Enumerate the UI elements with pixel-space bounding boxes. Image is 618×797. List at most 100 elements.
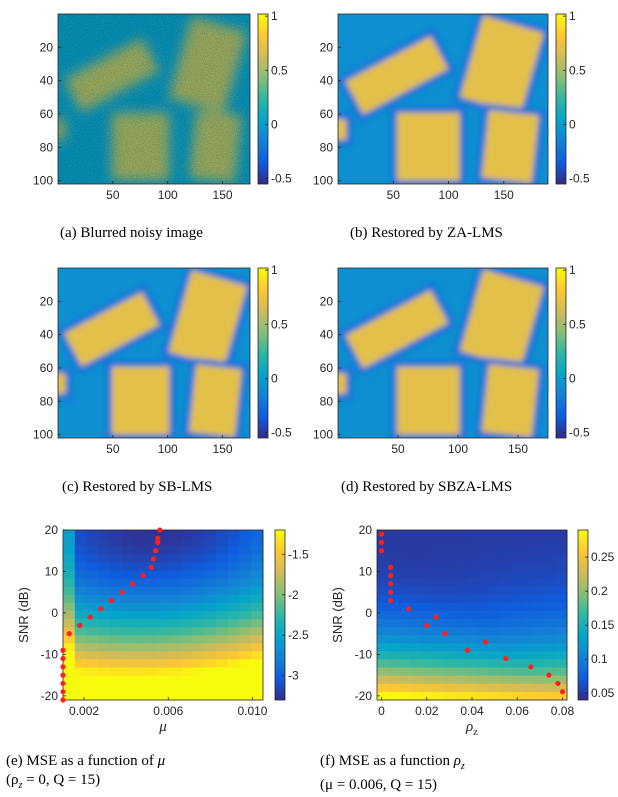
heatmap-cell (110, 570, 123, 580)
heatmap-cell (63, 667, 76, 677)
heatmap-cell (499, 635, 512, 644)
heatmap-cell (444, 675, 456, 685)
heatmap-cell (511, 594, 523, 604)
heatmap-panel-e: 20 10 0 -10 -20 0.002 0.006 0.010 SNR (dB) μ -1.5 -… (16, 523, 309, 735)
heatmap-cell (377, 562, 389, 571)
optimal-point (66, 631, 72, 637)
heatmap-cell (133, 659, 146, 669)
heatmap-cell (86, 651, 99, 661)
colorbar (555, 267, 567, 439)
heatmap-cell (204, 538, 217, 547)
heatmap-cell (251, 602, 264, 612)
heatmap-cell (251, 610, 264, 620)
heatmap-cell (227, 659, 240, 669)
heatmap-cell (239, 594, 252, 604)
heatmap-cell (192, 546, 205, 555)
y-tick-label: 80 (40, 140, 54, 154)
heatmap-cell (533, 562, 546, 571)
y-tick-label: 60 (40, 361, 54, 375)
heatmap-cell (410, 530, 423, 539)
heatmap-cell (511, 570, 523, 580)
optimal-point (387, 597, 394, 604)
heatmap-cell (251, 659, 264, 669)
colorbar-label: 0.5 (271, 317, 288, 331)
axes-frame (57, 267, 251, 439)
heatmap-cell (251, 691, 264, 701)
x-tick-label: 150 (213, 442, 233, 456)
y-tick-label: 40 (40, 328, 54, 342)
heatmap-cell (98, 667, 111, 677)
heatmap-cell (399, 619, 412, 628)
heatmap-cell (227, 570, 240, 580)
heatmap-cell (533, 586, 546, 596)
heatmap-cell (432, 594, 445, 604)
y-tick-label: 100 (33, 428, 53, 442)
colorbar-label: -0.5 (569, 172, 590, 186)
y-tick-label: 40 (320, 328, 334, 342)
heatmap-cell (215, 683, 229, 693)
heatmap-cell (399, 546, 412, 555)
heatmap-cell (133, 594, 146, 604)
heatmap-cell (488, 538, 501, 547)
heatmap-cell (455, 659, 467, 669)
heatmap-cell (455, 602, 467, 612)
heatmap-cell (110, 578, 123, 588)
heatmap-cell (432, 635, 445, 644)
heatmap-cell (522, 602, 534, 612)
image-blob (459, 15, 544, 115)
heatmap-cell (522, 546, 534, 555)
heatmap-cell (98, 659, 111, 669)
heatmap-cell (544, 610, 557, 620)
heatmap-cell (74, 610, 88, 620)
heatmap-cell (63, 570, 76, 580)
heatmap-cell (444, 619, 456, 628)
heatmap-cell (377, 683, 389, 693)
optimal-point (60, 664, 66, 670)
heatmap-cell (110, 643, 123, 652)
optimal-point (60, 689, 66, 695)
heatmap-cell (239, 610, 252, 620)
heatmap-cell (488, 554, 501, 563)
heatmap-cell (192, 675, 205, 685)
image-blob (63, 291, 160, 367)
heatmap-cell (157, 667, 170, 677)
heatmap-cell (410, 667, 423, 677)
heatmap-cell (421, 594, 434, 604)
optimal-point (155, 535, 161, 541)
heatmap-cell (533, 554, 546, 563)
heatmap-cell (239, 538, 252, 547)
heatmap-cell (455, 651, 467, 661)
heatmap-cell (544, 602, 557, 612)
heatmap-cell (121, 578, 135, 588)
optimal-point (433, 614, 439, 620)
heatmap-cell (499, 602, 512, 612)
heatmap-cell (432, 691, 445, 701)
heatmap-cell (86, 530, 99, 539)
heatmap-cell (74, 627, 88, 636)
heatmap-cell (499, 570, 512, 580)
heatmap-cell (145, 530, 158, 539)
colorbar (555, 13, 567, 185)
heatmap-cell (488, 562, 501, 571)
heatmap-cell (180, 530, 193, 539)
heatmap-cell (522, 651, 534, 661)
heatmap-cell (511, 554, 523, 563)
heatmap-cell (204, 586, 217, 596)
heatmap-cell (544, 635, 557, 644)
heatmap-cell (421, 643, 434, 652)
heatmap-cell (168, 570, 182, 580)
colorbar-label: 0.1 (591, 652, 608, 666)
heatmap-cell (110, 619, 123, 628)
heatmap-cell (74, 554, 88, 563)
heatmap-cell (466, 586, 479, 596)
heatmap-cell (74, 667, 88, 677)
y-tick-label: 0 (51, 606, 58, 620)
heatmap-cell (145, 578, 158, 588)
heatmap-cell (121, 586, 135, 596)
x-tick-label: 150 (213, 188, 233, 202)
heatmap-cell (215, 562, 229, 571)
colorbar-label: -0.5 (271, 172, 292, 186)
heatmap-cell (74, 691, 88, 701)
heatmap-cell (544, 675, 557, 685)
heatmap-cell (421, 683, 434, 693)
